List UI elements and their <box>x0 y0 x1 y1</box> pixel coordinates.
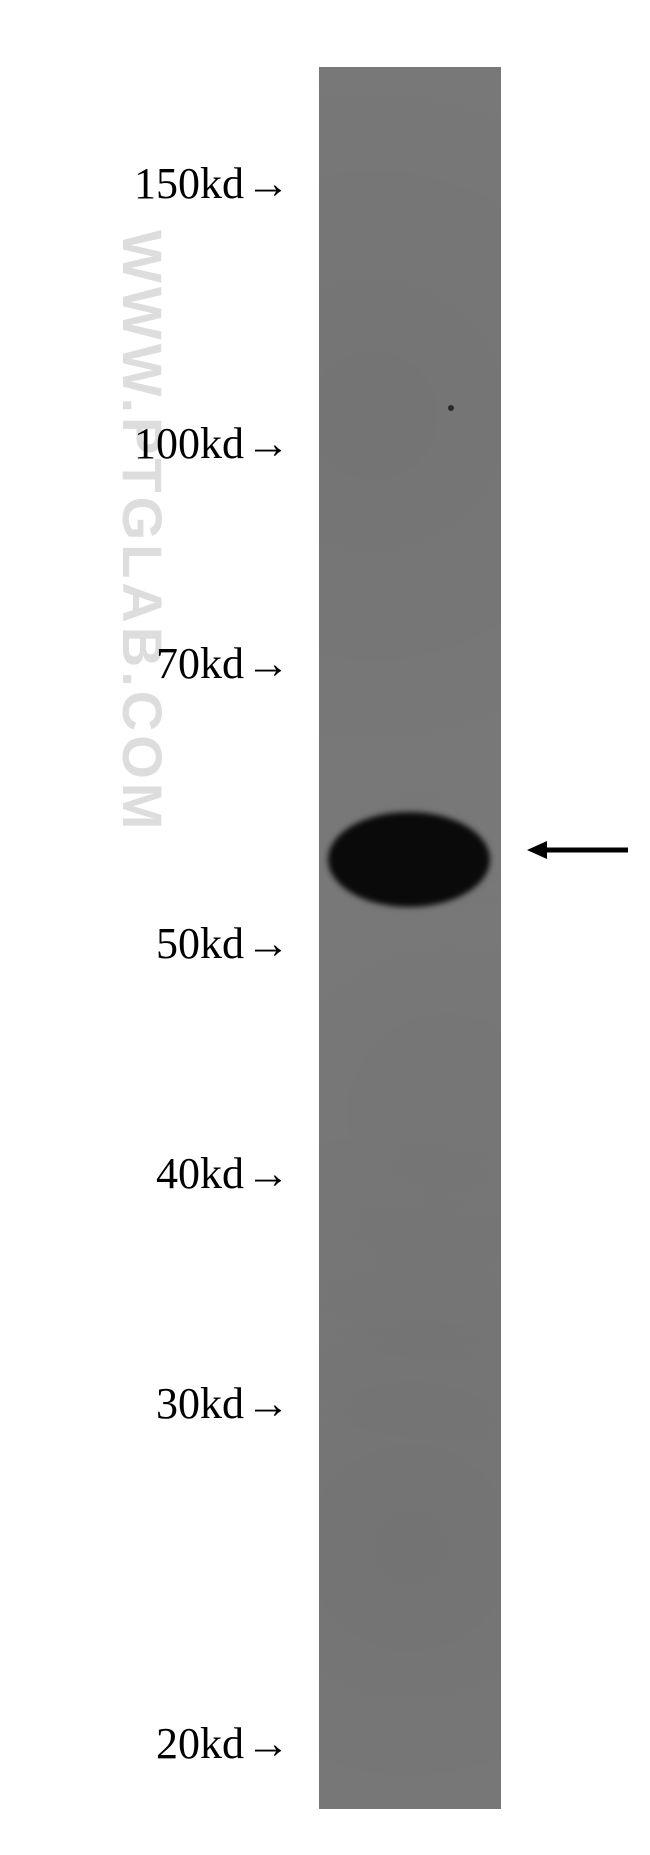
marker-70kd: 70kd→ <box>0 638 290 689</box>
blot-lane <box>319 67 501 1809</box>
marker-label-text: 150kd <box>134 158 244 209</box>
arrow-right-icon: → <box>246 418 290 469</box>
marker-label-text: 50kd <box>156 918 244 969</box>
marker-label-text: 30kd <box>156 1378 244 1429</box>
marker-30kd: 30kd→ <box>0 1378 290 1429</box>
arrow-right-icon: → <box>246 638 290 689</box>
arrow-right-icon: → <box>246 1718 290 1769</box>
speck-artifact <box>448 405 454 411</box>
marker-label-text: 70kd <box>156 638 244 689</box>
arrow-right-icon: → <box>246 918 290 969</box>
watermark-text: WWW.PTGLAB.COM <box>110 230 175 833</box>
marker-label-text: 40kd <box>156 1148 244 1199</box>
marker-40kd: 40kd→ <box>0 1148 290 1199</box>
marker-150kd: 150kd→ <box>0 158 290 209</box>
marker-50kd: 50kd→ <box>0 918 290 969</box>
marker-20kd: 20kd→ <box>0 1718 290 1769</box>
band-indicator-arrow <box>525 838 630 862</box>
arrow-right-icon: → <box>246 1378 290 1429</box>
arrow-right-icon: → <box>246 1148 290 1199</box>
arrow-left-icon <box>525 838 630 862</box>
arrow-right-icon: → <box>246 158 290 209</box>
marker-label-text: 20kd <box>156 1718 244 1769</box>
protein-band <box>328 812 490 907</box>
western-blot-figure: WWW.PTGLAB.COM 150kd→ 100kd→ 70kd→ 50kd→… <box>0 0 650 1855</box>
marker-label-text: 100kd <box>134 418 244 469</box>
lane-noise <box>319 67 501 1809</box>
marker-100kd: 100kd→ <box>0 418 290 469</box>
